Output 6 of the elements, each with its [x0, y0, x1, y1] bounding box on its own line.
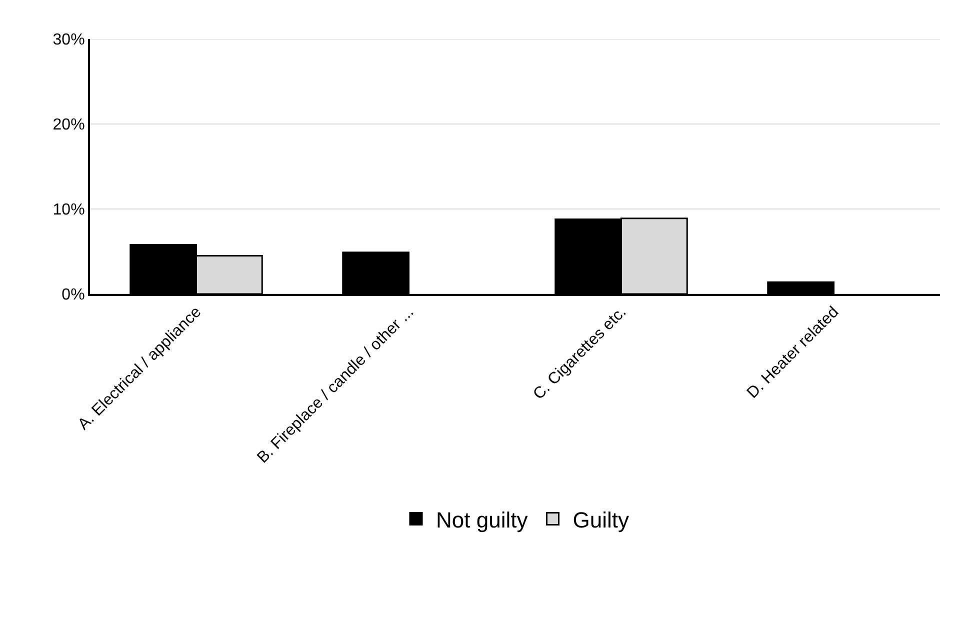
y-tick-label: 0% — [62, 286, 85, 304]
y-tick-label: 20% — [52, 116, 85, 134]
legend-label: Guilty — [572, 507, 629, 532]
y-tick-label: 30% — [52, 32, 85, 49]
y-tick-label: 10% — [52, 202, 85, 219]
legend-label: Not guilty — [436, 507, 528, 532]
